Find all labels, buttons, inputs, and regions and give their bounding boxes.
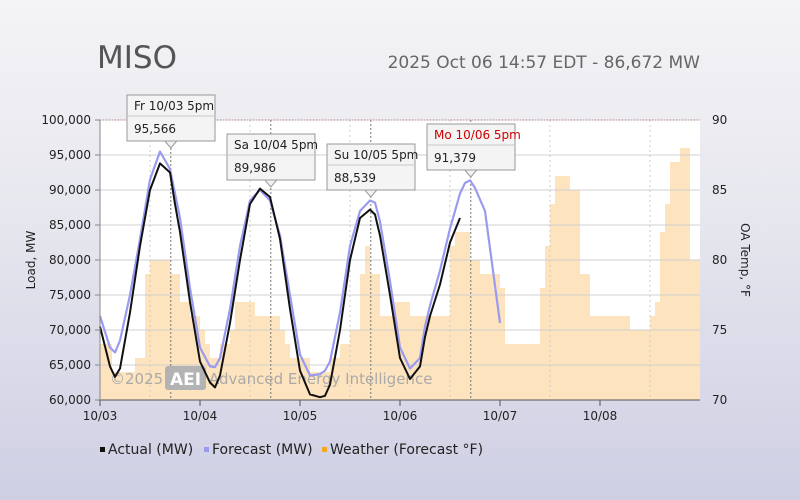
y-tick-label: 85,000: [49, 218, 91, 232]
legend-actual-label: Actual (MW): [108, 442, 194, 458]
tooltip-value: 89,986: [234, 161, 276, 175]
tooltip-box: [126, 94, 216, 142]
tooltip-box: [426, 123, 516, 171]
aei-logo-box: [165, 366, 206, 390]
y-tick-label: 95,000: [49, 148, 91, 162]
tooltip-label: Fr 10/03 5pm: [134, 99, 214, 113]
tooltip-label: Su 10/05 5pm: [334, 148, 418, 162]
legend-weather-swatch: [322, 446, 327, 452]
y2-tick-label: 75: [712, 323, 727, 337]
tooltip-value: 91,379: [434, 151, 476, 165]
tooltip-layer: Fr 10/03 5pm 95,566 Sa 10/04 5pm 89,986 Su 1…: [126, 94, 521, 198]
chart-subtitle: 2025 Oct 06 14:57 EDT - 86,672 MW: [387, 53, 700, 73]
legend-forecast-swatch: [204, 446, 209, 452]
y-tick-label: 75,000: [49, 288, 91, 302]
legend-weather-label: Weather (Forecast °F): [330, 442, 484, 458]
watermark-suffix: Advanced Energy Intelligence: [209, 370, 432, 388]
tooltip: Su 10/05 5pm 88,539: [326, 143, 418, 198]
y-tick-label: 60,000: [49, 393, 91, 407]
tooltip-value: 88,539: [334, 171, 376, 185]
x-tick-label: 10/08: [583, 409, 618, 423]
watermark-prefix: ©2025: [110, 370, 163, 388]
tooltip-label: Sa 10/04 5pm: [234, 138, 318, 152]
y-axis-label: Load, MW: [24, 231, 38, 290]
series-layer: [98, 150, 502, 399]
legend-weather[interactable]: Weather (Forecast °F): [322, 442, 483, 458]
tooltip-box: [226, 133, 316, 181]
y2-tick-label: 80: [712, 253, 727, 267]
legend-forecast-label: Forecast (MW): [212, 442, 313, 458]
x-tick-label: 10/04: [183, 409, 218, 423]
chart-title: MISO: [97, 40, 177, 76]
y-tick-label: 90,000: [49, 183, 91, 197]
y2-axis-label: OA Temp, °F: [738, 223, 752, 297]
y-tick-label: 65,000: [49, 358, 91, 372]
legend-actual[interactable]: Actual (MW): [100, 442, 193, 458]
tooltip: Mo 10/06 5pm 91,379: [426, 123, 521, 178]
y-tick-label: 80,000: [49, 253, 91, 267]
tooltip-box: [326, 143, 416, 191]
axes-layer: 60,000 65,000 70,000 75,000 80,000 85,000 90,0…: [24, 113, 752, 423]
aei-logo-text: AEI: [170, 370, 201, 390]
x-tick-label: 10/06: [383, 409, 418, 423]
y-tick-label: 70,000: [49, 323, 91, 337]
tooltip: Sa 10/04 5pm 89,986: [226, 133, 318, 188]
y2-tick-label: 90: [712, 113, 727, 127]
actual-line[interactable]: [99, 162, 461, 399]
legend-actual-swatch: [100, 446, 105, 452]
tooltip-value: 95,566: [134, 122, 176, 136]
x-tick-label: 10/05: [283, 409, 318, 423]
y2-tick-label: 70: [712, 393, 727, 407]
forecast-line[interactable]: [98, 150, 502, 377]
tooltip-label: Mo 10/06 5pm: [434, 128, 521, 142]
x-tick-label: 10/03: [83, 409, 118, 423]
y-tick-label: 100,000: [41, 113, 91, 127]
tooltip: Fr 10/03 5pm 95,566: [126, 94, 216, 149]
watermark: ©2025 AEI Advanced Energy Intelligence: [110, 366, 432, 390]
y2-tick-label: 85: [712, 183, 727, 197]
legend-forecast[interactable]: Forecast (MW): [204, 442, 313, 458]
x-tick-label: 10/07: [483, 409, 518, 423]
